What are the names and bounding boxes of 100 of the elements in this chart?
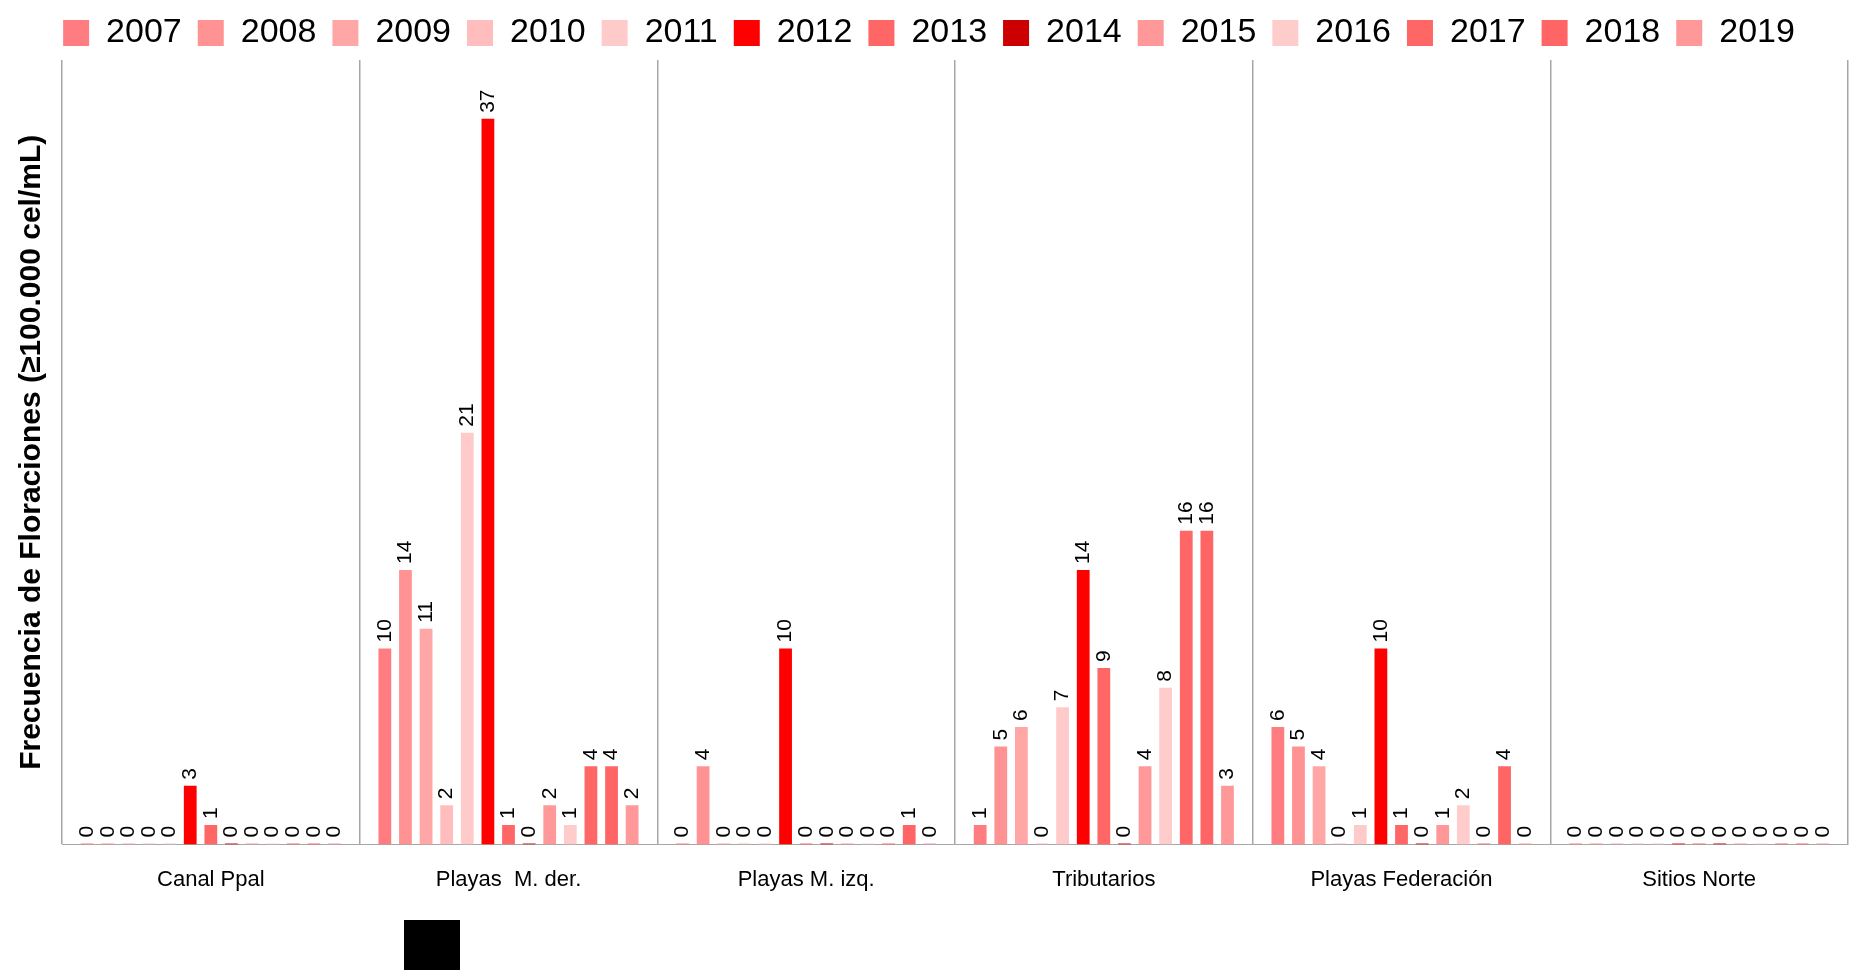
data-label: 0 xyxy=(1408,825,1432,838)
data-label: 0 xyxy=(94,825,118,838)
x-tick-label: Tributarios xyxy=(1052,865,1156,891)
legend-label: 2015 xyxy=(1180,11,1257,50)
data-label: 1 xyxy=(557,807,581,819)
bar xyxy=(1097,668,1111,845)
legend-label: 2013 xyxy=(911,11,988,50)
bar xyxy=(399,569,412,845)
data-label: 0 xyxy=(813,825,837,838)
data-label: 2 xyxy=(1450,787,1474,800)
legend-label: 2018 xyxy=(1584,11,1661,50)
bar xyxy=(625,805,639,845)
data-label: 4 xyxy=(689,748,713,761)
bar xyxy=(1374,648,1388,845)
data-label: 10 xyxy=(371,619,395,643)
bar xyxy=(779,648,792,845)
data-label: 0 xyxy=(1511,825,1535,838)
data-label: 0 xyxy=(669,825,693,838)
data-label: 6 xyxy=(1008,709,1032,721)
bar xyxy=(204,824,218,845)
data-label: 4 xyxy=(577,748,601,761)
bar xyxy=(1159,687,1173,845)
data-label: 4 xyxy=(1131,748,1155,761)
data-label: 1 xyxy=(1388,807,1412,819)
data-label: 7 xyxy=(1049,689,1073,702)
bar xyxy=(502,824,515,845)
x-tick-label: Playas Federación xyxy=(1310,865,1493,891)
data-label: 0 xyxy=(1470,825,1494,838)
legend-label: 2009 xyxy=(375,11,452,50)
bar xyxy=(973,824,987,845)
data-label: 1 xyxy=(197,807,221,819)
bar xyxy=(1221,785,1234,845)
bar xyxy=(1292,746,1305,845)
data-label: 0 xyxy=(792,825,816,838)
data-label: 10 xyxy=(772,619,796,643)
bar xyxy=(994,746,1008,845)
bar xyxy=(1200,530,1214,845)
data-label: 1 xyxy=(1429,807,1453,819)
data-label: 14 xyxy=(392,540,416,564)
data-label: 5 xyxy=(987,728,1011,741)
data-label: 37 xyxy=(474,89,498,113)
data-label: 1 xyxy=(896,807,919,819)
data-label: 4 xyxy=(1305,748,1329,761)
data-label: 9 xyxy=(1090,650,1114,663)
data-label: 14 xyxy=(1070,540,1094,564)
data-label: 4 xyxy=(1491,748,1515,761)
x-tick-label: Playas M. izq. xyxy=(737,865,875,891)
data-label: 0 xyxy=(321,825,345,838)
data-label: 21 xyxy=(454,403,478,427)
legend-label: 2012 xyxy=(776,11,853,50)
data-label: 2 xyxy=(536,787,560,800)
bar xyxy=(563,824,577,845)
bar xyxy=(1456,805,1470,845)
data-label: 0 xyxy=(1111,825,1135,838)
bar xyxy=(1179,530,1193,845)
data-label: 0 xyxy=(156,825,180,838)
bar xyxy=(183,785,197,845)
data-label: 0 xyxy=(916,825,940,838)
bar xyxy=(543,805,557,845)
bar xyxy=(902,824,916,845)
data-label: 11 xyxy=(412,601,436,623)
bar xyxy=(1353,824,1367,845)
legend-label: 2014 xyxy=(1046,11,1122,50)
bar xyxy=(1436,824,1450,845)
x-tick-label: Canal Ppal xyxy=(157,865,265,891)
bar xyxy=(1015,726,1028,845)
bar xyxy=(1395,824,1408,845)
data-label: 0 xyxy=(515,825,539,838)
data-label: 5 xyxy=(1285,728,1309,741)
bar xyxy=(419,628,433,845)
data-label: 0 xyxy=(875,825,899,838)
bar xyxy=(481,118,495,845)
data-label: 1 xyxy=(495,807,519,819)
data-label: 0 xyxy=(1809,825,1833,838)
bar xyxy=(378,648,392,845)
data-label: 1 xyxy=(966,807,990,819)
data-label: 0 xyxy=(1028,825,1052,838)
data-label: 10 xyxy=(1367,619,1391,643)
data-label: 1 xyxy=(1347,807,1371,819)
bar xyxy=(1312,766,1326,845)
data-label: 6 xyxy=(1264,709,1288,721)
bar xyxy=(605,766,618,845)
data-label: 0 xyxy=(1789,825,1812,838)
bar xyxy=(584,766,598,845)
bar xyxy=(1271,726,1285,845)
bar xyxy=(1056,707,1070,845)
legend-label: 2008 xyxy=(240,11,317,50)
data-label: 4 xyxy=(598,748,622,761)
legend-label: 2007 xyxy=(106,11,182,50)
bar xyxy=(696,766,710,845)
data-label: 3 xyxy=(1214,768,1238,780)
x-tick-label: Sitios Norte xyxy=(1642,865,1757,891)
bar xyxy=(460,432,474,845)
data-label: 0 xyxy=(1768,825,1792,838)
legend-label: 2019 xyxy=(1719,11,1795,50)
data-label: 2 xyxy=(433,787,457,800)
bar xyxy=(1498,766,1511,845)
legend-label: 2016 xyxy=(1315,11,1391,50)
data-label: 0 xyxy=(1706,825,1730,838)
data-label: 0 xyxy=(710,825,734,838)
